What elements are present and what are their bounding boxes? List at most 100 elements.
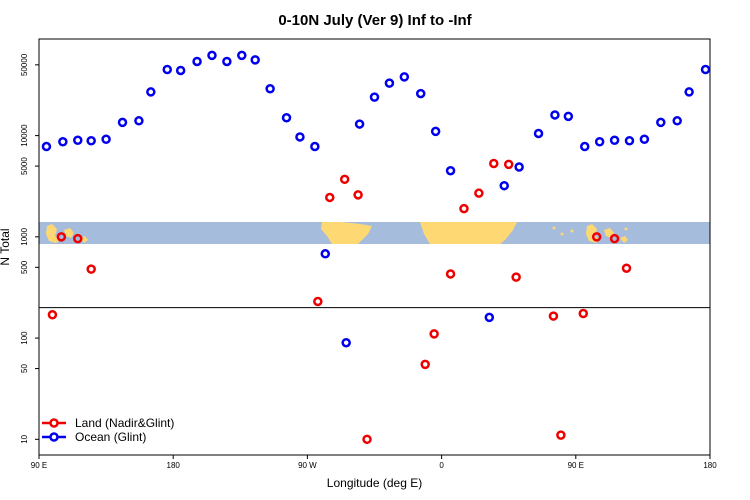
data-point [325,192,335,203]
data-point [514,162,524,172]
data-point [47,310,58,320]
data-point [489,158,499,169]
legend-marker [49,432,59,442]
legend-marker [49,418,59,428]
land-shape [620,236,628,243]
data-point [578,308,589,319]
data-point [207,50,217,61]
data-point [563,111,574,122]
data-point [594,136,605,147]
data-point [474,188,484,198]
data-point [499,180,509,191]
data-point [556,430,566,440]
data-point [609,233,620,244]
y-tick-label: 10 [20,434,29,443]
land-shape [46,224,60,243]
x-tick-label: 90 E [568,461,584,470]
data-point [656,117,666,128]
data-point [609,135,620,145]
data-point [237,50,247,61]
plot-area-frame [38,38,711,456]
data-point [484,312,495,323]
data-point [362,434,372,445]
data-point [354,119,365,129]
data-point [265,84,275,94]
x-tick-label: 90 W [298,461,317,470]
data-point [313,296,323,307]
map-ocean [39,222,710,244]
land-shape [64,228,74,238]
x-axis: 90 E 180 90 W 0 90 E 180 [31,455,717,470]
data-point [295,132,305,142]
data-point [430,126,441,137]
data-point [73,233,83,244]
data-point [429,329,439,339]
land-shape [321,222,372,244]
data-point [415,88,426,99]
data-point [511,272,521,282]
data-point [459,203,469,214]
y-tick-label: 1000 [20,227,29,245]
data-point [86,264,96,274]
data-point [399,72,410,82]
y-tick-label: 5000 [20,157,29,175]
data-point [420,359,430,370]
data-point [339,174,350,185]
y-tick-label: 50 [20,364,29,373]
data-point [684,87,694,97]
data-point [101,134,111,145]
data-point [320,249,331,259]
data-point [621,263,632,273]
x-tick-label: 180 [703,461,717,470]
data-point [162,64,172,75]
y-tick-label: 50000 [20,53,29,76]
data-point [341,337,351,348]
data-point [134,116,144,126]
data-point [672,116,682,126]
y-tick-label: 100 [20,331,29,345]
y-tick-label: 500 [20,260,29,274]
y-axis-label: N Total [0,228,12,265]
data-point [503,159,514,170]
data-point [591,232,602,242]
island-shape [323,227,327,231]
data-point [73,135,83,145]
data-point [624,135,635,146]
data-point [117,117,128,128]
data-points [41,50,710,445]
data-point [579,141,590,152]
data-point [192,56,202,67]
legend-label: Ocean (Glint) [75,430,146,444]
data-point [639,134,650,145]
data-point [550,110,560,120]
data-point [86,135,96,146]
x-tick-label: 180 [167,461,181,470]
x-tick-label: 90 E [31,461,47,470]
island-shape [552,226,556,230]
data-point [445,269,456,279]
world-map-band [39,222,710,244]
legend: Land (Nadir&Glint)Ocean (Glint) [42,416,174,444]
island-shape [624,227,628,231]
data-point [548,311,559,321]
data-point [353,190,363,200]
y-tick-label: 10000 [20,124,29,147]
x-tick-label: 0 [439,461,444,470]
data-point [41,141,52,152]
series-land [47,158,632,445]
x-axis-label: Longitude (deg E) [327,476,422,490]
island-shape [570,229,574,233]
data-point [175,65,186,76]
data-point [533,128,544,139]
y-axis: 10 50 100 500 1000 5000 10000 50000 [20,53,39,444]
data-point [700,64,710,75]
land-shape [586,224,600,243]
data-point [58,136,68,147]
island-shape [560,232,564,236]
series-ocean [41,50,710,348]
data-point [250,55,260,65]
land-shape [420,222,517,244]
chart-title: 0-10N July (Ver 9) Inf to -Inf [278,12,472,29]
map-land [46,222,628,244]
